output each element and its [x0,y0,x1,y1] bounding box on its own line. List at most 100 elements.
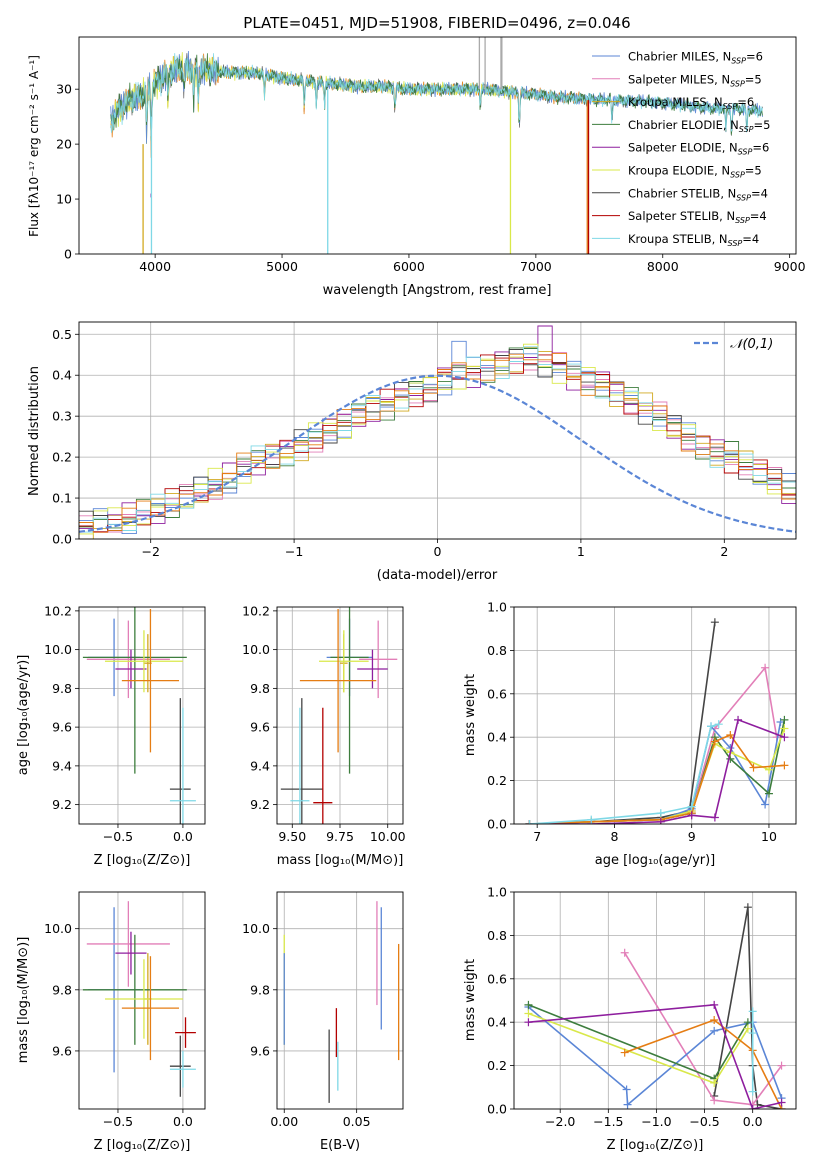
weight-vs-age-point-marker [656,809,665,818]
legend-count: =5 [754,118,771,132]
age-vs-z-frame [78,606,206,825]
age-vs-z-ytick-label: 9.4 [52,758,72,773]
weight-vs-age-point-marker [687,802,696,811]
spectrum-legend-label: Chabrier STELIB, NSSP=4 [628,186,768,202]
weight-vs-z-ytick-label: 0.6 [487,971,507,986]
weight-vs-age-point-marker [587,815,596,824]
weight-vs-z-point-marker [524,1018,533,1027]
legend-subscript: SSP [730,171,745,180]
spectrum-legend-label: Salpeter MILES, NSSP=5 [628,72,762,88]
spectrum-xtick-label: 7000 [520,259,552,274]
weight-vs-age-point-marker [761,663,770,672]
weight-vs-age-marks [525,618,789,824]
weight-vs-age-xtick-label: 7 [533,829,541,844]
legend-text: Chabrier ELODIE, N [628,118,739,132]
legend-subscript: SSP [738,148,753,157]
weight-vs-z-point-marker [777,1098,786,1107]
legend-subscript: SSP [736,193,751,202]
age-vs-z-grid [79,607,205,824]
weight-vs-age-point-marker [656,817,665,824]
legend-subscript: SSP [735,216,750,225]
weight-vs-z-xtick-label: −1.5 [593,1114,623,1129]
spectrum-marks [110,37,763,254]
age-vs-mass-panel: 9.50 9.75 10.00 9.2 9.4 9.6 9.8 10.0 10.2 [242,603,406,844]
weight-vs-age-point-marker [710,813,719,822]
age-vs-z-ytick-label: 9.8 [52,681,72,696]
weight-vs-z-point-marker [620,948,629,957]
weight-vs-age-point-marker [525,820,534,824]
weight-vs-z-panel: −2.0 −1.5 −1.0 −0.5 0.0 0.0 0.2 0.4 0.6 0.8 1.0 [487,885,797,1129]
weight-vs-z-point-marker [623,1100,632,1109]
weight-vs-z-xtick-label: −0.5 [689,1114,719,1129]
legend-count: =4 [751,186,768,200]
weight-vs-age-series-line [529,718,785,824]
weight-vs-z-ytick-label: 0.0 [487,1102,507,1117]
age-vs-z-xtick-label: 0.0 [173,829,193,844]
mass-vs-z-ylabel: mass [log₁₀(M/M⊙)] [16,937,31,1064]
weight-vs-z-xtick-label: 0.0 [743,1114,763,1129]
legend-text: Kroupa MILES, N [628,95,723,109]
weight-vs-age-xtick-label: 8 [610,829,618,844]
weight-vs-z-ytick-label: 0.8 [487,928,507,943]
residuals-xtick-label: −1 [285,544,303,559]
weight-vs-z-point-marker [743,1024,752,1033]
weight-vs-age-point-marker [714,720,723,729]
mass-vs-z-marks [82,901,196,1097]
age-vs-z-panel: −0.5 0.0 9.2 9.4 9.6 9.8 10.0 10.2 [44,603,206,844]
legend-text: Kroupa STELIB, N [628,232,728,246]
weight-vs-z-point-marker [748,1105,757,1109]
weight-vs-z-point-marker [743,903,752,912]
legend-text: Chabrier STELIB, N [628,186,736,200]
residual-histogram [79,349,796,531]
weight-vs-z-series-line [624,1019,783,1109]
weight-vs-age-ytick-label: 0.8 [487,643,507,658]
age-vs-z-ytick-label: 9.6 [52,720,72,735]
spectrum-ytick-label: 10 [56,192,72,207]
legend-text: Salpeter MILES, N [628,72,730,86]
residual-histogram [79,353,796,533]
weight-vs-z-point-marker [620,1048,629,1057]
legend-text: Chabrier MILES, N [628,50,731,64]
weight-vs-age-ytick-label: 0.2 [487,773,507,788]
mass-vs-ebv-xtick-label: 0.00 [270,1114,298,1129]
mass-vs-ebv-xtick-label: 0.05 [343,1114,371,1129]
weight-vs-z-marks [524,903,786,1109]
spectrum-xtick-label: 6000 [393,259,425,274]
spectrum-legend-label: Kroupa STELIB, NSSP=4 [628,232,759,248]
weight-vs-z-point-marker [710,1078,719,1087]
age-vs-mass-grid [277,607,403,824]
weight-vs-z-point-marker [748,1087,757,1096]
age-vs-mass-ytick-label: 10.0 [242,642,270,657]
mass-vs-ebv-marks [283,901,400,1103]
weight-vs-age-series-line [529,622,716,824]
weight-vs-age-ytick-label: 0.0 [487,817,507,832]
age-vs-mass-ytick-label: 9.6 [250,720,270,735]
weight-vs-z-point-marker [524,1009,533,1018]
spectrum-legend-label: Salpeter STELIB, NSSP=4 [628,209,767,225]
weight-vs-z-ytick-label: 0.2 [487,1058,507,1073]
weight-vs-age-series-line [529,734,785,824]
weight-vs-age-ytick-label: 1.0 [487,600,507,615]
weight-vs-age-point-marker [710,618,719,627]
weight-vs-age-ylabel: mass weight [463,674,478,756]
age-vs-z-ylabel: age [log₁₀(age/yr)] [16,655,31,776]
residuals-ytick-label: 0.4 [52,368,72,383]
mass-vs-z-ytick-label: 9.6 [52,1043,72,1058]
age-vs-mass-marks [280,607,398,824]
mass-vs-z-ytick-label: 10.0 [44,921,72,936]
residuals-xtick-label: 1 [577,544,585,559]
weight-vs-age-ytick-label: 0.6 [487,686,507,701]
weight-vs-z-xtick-label: −1.0 [641,1114,671,1129]
weight-vs-age-point-marker [780,733,789,742]
mass-vs-z-xtick-label: −0.5 [103,1114,133,1129]
residuals-ytick-label: 0.1 [52,491,72,506]
age-vs-mass-frame [276,606,404,825]
age-vs-mass-ytick-label: 9.2 [250,797,270,812]
mass-vs-ebv-frame [276,891,404,1110]
residuals-ylabel: Normed distribution [27,366,42,496]
age-vs-mass-xtick-label: 9.75 [326,829,354,844]
legend-count: =4 [750,209,767,223]
weight-vs-age-ytick-label: 0.4 [487,730,507,745]
weight-vs-z-series-line [528,1004,749,1080]
